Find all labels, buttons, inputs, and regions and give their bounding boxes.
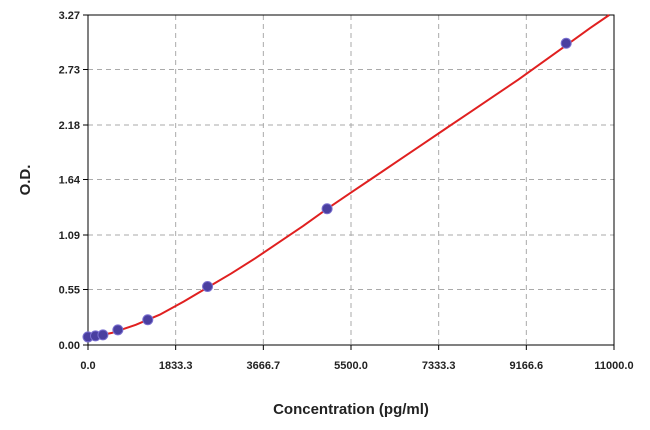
x-axis-title: Concentration (pg/ml) [273, 401, 429, 418]
x-tick-label: 3666.7 [247, 360, 281, 372]
y-tick-label: 2.18 [59, 120, 80, 132]
x-tick-label: 1833.3 [159, 360, 193, 372]
x-tick-label: 11000.0 [594, 360, 633, 372]
data-point [97, 329, 109, 341]
x-tick-label: 7333.3 [422, 360, 456, 372]
y-axis-ticks: 0.00 0.55 1.09 1.64 2.18 2.73 3.27 [59, 10, 88, 352]
y-tick-label: 1.64 [59, 174, 81, 186]
fit-curve-layer [87, 14, 610, 339]
data-point [112, 324, 124, 336]
data-point [142, 314, 154, 326]
data-points-layer [82, 37, 572, 343]
x-tick-label: 5500.0 [334, 360, 368, 372]
data-point [202, 280, 214, 292]
y-tick-label: 3.27 [59, 10, 80, 22]
y-axis-title: O.D. [17, 165, 34, 196]
fit-curve [87, 14, 610, 339]
grid-layer [88, 15, 614, 345]
x-tick-label: 0.0 [80, 360, 95, 372]
y-tick-label: 1.09 [59, 230, 80, 242]
y-tick-label: 2.73 [59, 64, 80, 76]
data-point [560, 37, 572, 49]
data-point [321, 203, 333, 215]
y-tick-label: 0.55 [59, 284, 80, 296]
y-tick-label: 0.00 [59, 340, 80, 352]
x-tick-label: 9166.6 [510, 360, 544, 372]
x-axis-ticks: 0.0 1833.3 3666.7 5500.0 7333.3 9166.6 11000.0 [80, 345, 634, 372]
